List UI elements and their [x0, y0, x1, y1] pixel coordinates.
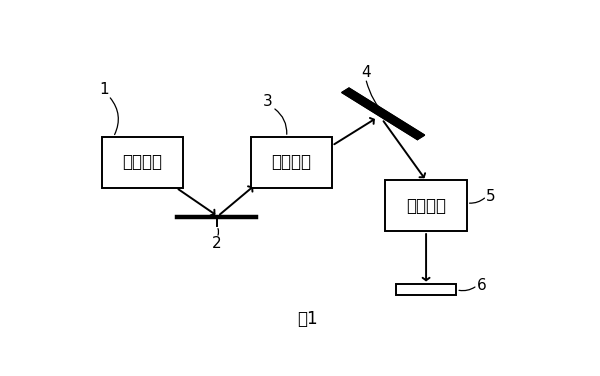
Bar: [102, 137, 183, 188]
Text: 2: 2: [212, 236, 221, 251]
Text: 6: 6: [477, 278, 487, 293]
Text: 照明系统: 照明系统: [271, 153, 311, 171]
Text: 相干光源: 相干光源: [122, 153, 163, 171]
Text: 图1: 图1: [297, 310, 318, 328]
Text: 5: 5: [487, 189, 496, 204]
Bar: [385, 180, 467, 231]
Text: 3: 3: [263, 94, 273, 109]
Bar: [251, 137, 332, 188]
Polygon shape: [342, 88, 425, 139]
Text: 1: 1: [99, 82, 109, 97]
Text: 4: 4: [361, 65, 370, 80]
Bar: [396, 284, 456, 295]
Text: 投影系统: 投影系统: [406, 197, 446, 215]
